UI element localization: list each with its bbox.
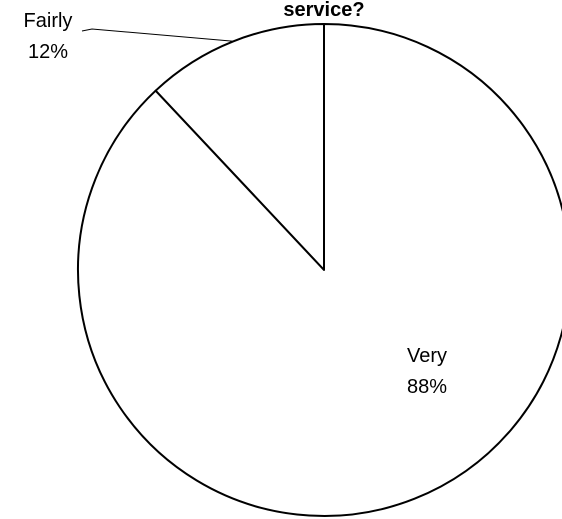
slice-label-fairly: Fairly 12%: [24, 10, 73, 63]
leader-lines: [81, 28, 234, 42]
pie-slice-very: [77, 23, 562, 517]
slice-category-label: Very: [407, 345, 447, 367]
chart-title: service?: [283, 0, 364, 21]
pie-slice-fairly: [154, 23, 325, 271]
pie-slices: [77, 23, 562, 517]
leader-line-fairly: [81, 28, 234, 42]
slice-labels: Fairly 12% Very 88%: [24, 10, 448, 398]
chart-title-group: service?: [283, 0, 364, 21]
slice-percent-label: 12%: [28, 41, 68, 63]
slice-percent-label: 88%: [407, 376, 447, 398]
slice-category-label: Fairly: [24, 10, 73, 32]
slice-label-very: Very 88%: [407, 345, 447, 398]
